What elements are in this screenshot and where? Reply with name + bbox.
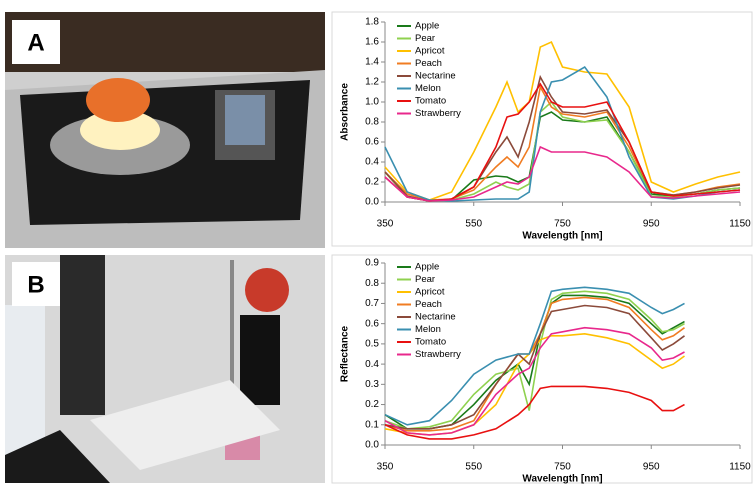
legend-label: Nectarine [415, 71, 456, 82]
x-tick-label: 1150 [729, 462, 751, 473]
y-tick-label: 0.3 [365, 379, 379, 390]
x-tick-label: 1150 [729, 219, 751, 230]
legend-label: Tomato [415, 337, 446, 348]
panel-label: A [27, 29, 44, 56]
y-tick-label: 0.4 [365, 157, 379, 168]
x-tick-label: 350 [377, 462, 394, 473]
legend-label: Pear [415, 274, 435, 285]
y-tick-label: 0.8 [365, 278, 379, 289]
y-tick-label: 1.2 [365, 77, 379, 88]
y-tick-label: 0.4 [365, 359, 379, 370]
x-tick-label: 950 [643, 219, 660, 230]
x-axis-title: Wavelength [nm] [522, 474, 602, 484]
legend-label: Melon [415, 324, 441, 335]
x-tick-label: 750 [554, 462, 571, 473]
y-axis-title: Reflectance [340, 325, 351, 382]
chart-frame [332, 255, 752, 483]
y-tick-label: 1.8 [365, 17, 379, 28]
legend-label: Peach [415, 299, 442, 310]
legend-label: Pear [415, 33, 435, 44]
y-tick-label: 0.7 [365, 298, 379, 309]
panel-label: B [27, 271, 44, 298]
x-tick-label: 750 [554, 219, 571, 230]
legend-label: Strawberry [415, 349, 461, 360]
legend-label: Strawberry [415, 108, 461, 119]
x-tick-label: 550 [465, 462, 482, 473]
y-tick-label: 1.6 [365, 37, 379, 48]
y-tick-label: 0.1 [365, 419, 379, 430]
x-tick-label: 950 [643, 462, 660, 473]
legend-label: Tomato [415, 96, 446, 107]
x-axis-title: Wavelength [nm] [522, 231, 602, 242]
x-tick-label: 550 [465, 219, 482, 230]
y-tick-label: 0.9 [365, 258, 379, 269]
y-tick-label: 0.0 [365, 197, 379, 208]
legend-label: Melon [415, 83, 441, 94]
legend-label: Apricot [415, 287, 445, 298]
y-tick-label: 1.0 [365, 97, 379, 108]
legend-label: Nectarine [415, 312, 456, 323]
y-tick-label: 1.4 [365, 57, 379, 68]
y-axis-title: Absorbance [340, 83, 351, 141]
y-tick-label: 0.2 [365, 177, 379, 188]
legend-label: Apple [415, 262, 439, 273]
legend-label: Apricot [415, 46, 445, 57]
y-tick-label: 0.8 [365, 117, 379, 128]
y-tick-label: 0.0 [365, 440, 379, 451]
y-tick-label: 0.5 [365, 339, 379, 350]
legend-label: Apple [415, 21, 439, 32]
y-tick-label: 0.6 [365, 137, 379, 148]
figure: 0.0 0.2 0.4 0.6 0.8 1.0 1.2 1.4 1.6 1.8 350 550 750 9… [0, 0, 755, 484]
legend-label: Peach [415, 58, 442, 69]
y-tick-label: 0.2 [365, 399, 379, 410]
y-tick-label: 0.6 [365, 318, 379, 329]
x-tick-label: 350 [377, 219, 394, 230]
